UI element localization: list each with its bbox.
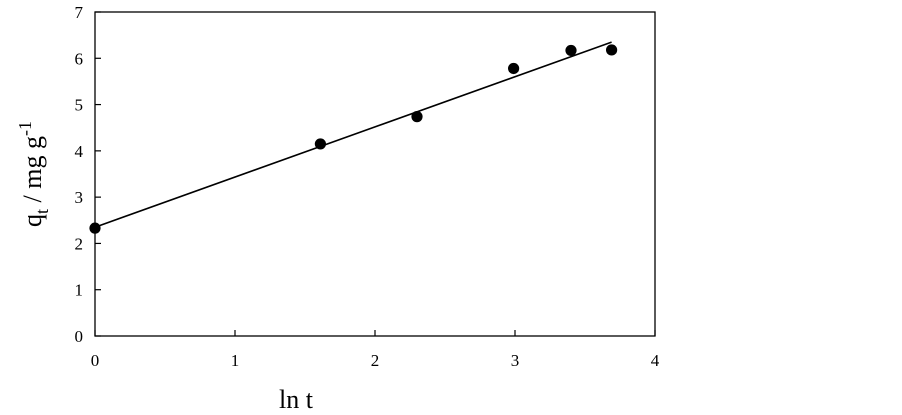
y-tick-label: 4 bbox=[75, 142, 84, 161]
data-point bbox=[314, 138, 326, 150]
data-point bbox=[411, 111, 423, 123]
y-axis-title: qt / mg g-1 bbox=[15, 121, 52, 227]
y-tick-label: 2 bbox=[75, 234, 84, 253]
y-tick-label: 0 bbox=[75, 327, 84, 346]
y-axis-title-subscript: t bbox=[32, 209, 52, 214]
y-tick-label: 6 bbox=[75, 49, 84, 68]
data-points bbox=[89, 44, 618, 234]
y-axis-title-unit: / mg g bbox=[18, 136, 47, 209]
fit-line-group bbox=[94, 41, 612, 228]
x-tick-label: 1 bbox=[231, 351, 240, 370]
y-tick-label: 5 bbox=[75, 96, 84, 115]
data-point bbox=[89, 222, 101, 234]
y-axis-title-superscript: -1 bbox=[15, 121, 35, 136]
plot-frame bbox=[94, 11, 656, 337]
x-tick-label: 4 bbox=[651, 351, 660, 370]
x-axis-title: ln t bbox=[279, 385, 314, 414]
fit-line bbox=[94, 41, 612, 228]
y-tick-label: 1 bbox=[75, 281, 84, 300]
data-point bbox=[507, 62, 520, 75]
data-point bbox=[606, 44, 618, 56]
y-axis-ticks: 0 1 2 3 4 5 6 7 bbox=[75, 3, 101, 346]
y-tick-label: 7 bbox=[75, 3, 84, 22]
x-tick-label: 0 bbox=[91, 351, 100, 370]
y-axis-title-base: q bbox=[18, 214, 47, 227]
x-tick-label: 3 bbox=[511, 351, 520, 370]
x-tick-label: 2 bbox=[371, 351, 380, 370]
y-tick-label: 3 bbox=[75, 188, 84, 207]
x-axis-ticks: 0 1 2 3 4 bbox=[91, 330, 660, 370]
data-point bbox=[565, 44, 577, 57]
plot-area bbox=[94, 11, 656, 337]
